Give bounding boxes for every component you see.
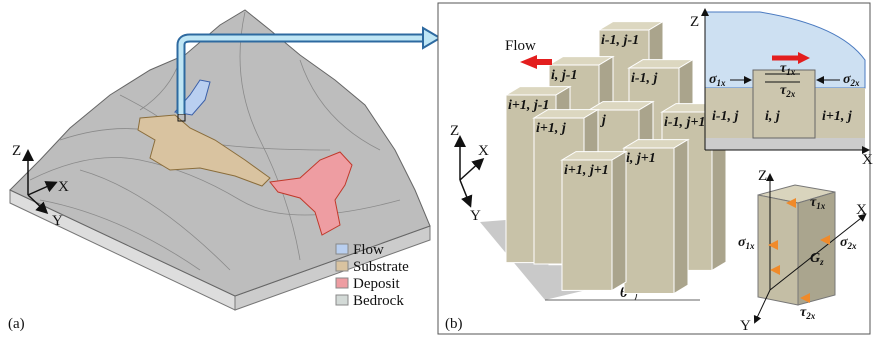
legend-label: Substrate: [353, 259, 409, 275]
column-label: i-1, j: [712, 109, 739, 124]
cell-label: i+1, j: [536, 121, 566, 136]
column-side: [674, 140, 688, 294]
column-label: i, j: [765, 109, 780, 124]
subscript: 1x: [816, 201, 826, 211]
legend-label: Flow: [353, 242, 384, 258]
axis-label: X: [862, 152, 873, 168]
axis-label: X: [478, 143, 489, 159]
column-front: [562, 160, 612, 290]
axis-label: X: [856, 202, 867, 218]
axis-label: Y: [740, 318, 751, 334]
panel-label: (a): [8, 316, 25, 332]
column-side: [612, 152, 626, 291]
legend-label: Deposit: [353, 276, 400, 292]
axis-label: Z: [12, 143, 21, 159]
subscript: z: [819, 257, 824, 267]
column-front: [624, 148, 674, 294]
column-label: i+1, j: [822, 109, 852, 124]
subscript: 1x: [717, 78, 727, 88]
panel-b: θ i-1, j-1i, j-1i-1, ji+1, j-1i, ji-1, j…: [438, 3, 873, 334]
legend-swatch: [336, 295, 348, 305]
cell-label: i+1, j+1: [564, 163, 609, 178]
cell-label: i+1, j-1: [508, 98, 549, 113]
cell-label: i-1, j-1: [601, 33, 639, 48]
subscript: 1x: [786, 67, 796, 77]
axis-label: Z: [690, 14, 699, 30]
subscript: 2x: [805, 311, 816, 321]
axis-label: Z: [758, 168, 767, 184]
cell-label: i-1, j: [631, 71, 658, 86]
axis-label: X: [58, 179, 69, 195]
symbol: G: [810, 251, 820, 266]
legend-label: Bedrock: [353, 293, 404, 309]
axis-label: Y: [52, 213, 63, 229]
cell-label: i, j-1: [551, 68, 577, 83]
cell-label: i-1, j+1: [664, 115, 705, 130]
legend-swatch: [336, 261, 348, 271]
legend-swatch: [336, 244, 348, 254]
flow-label: Flow: [505, 38, 536, 54]
figure: Z X Y FlowSubstrateDepositBedrock (a) θ …: [0, 0, 873, 337]
link-arrowhead: [423, 28, 440, 48]
panel-label: (b): [445, 316, 463, 332]
subscript: 1x: [746, 241, 756, 251]
cell-label: i, j+1: [626, 151, 656, 166]
axis-label: Z: [450, 123, 459, 139]
legend-swatch: [336, 278, 348, 288]
subscript: 2x: [785, 89, 796, 99]
axis-label: Y: [470, 208, 481, 224]
subscript: 2x: [847, 241, 858, 251]
subscript: 2x: [850, 78, 861, 88]
